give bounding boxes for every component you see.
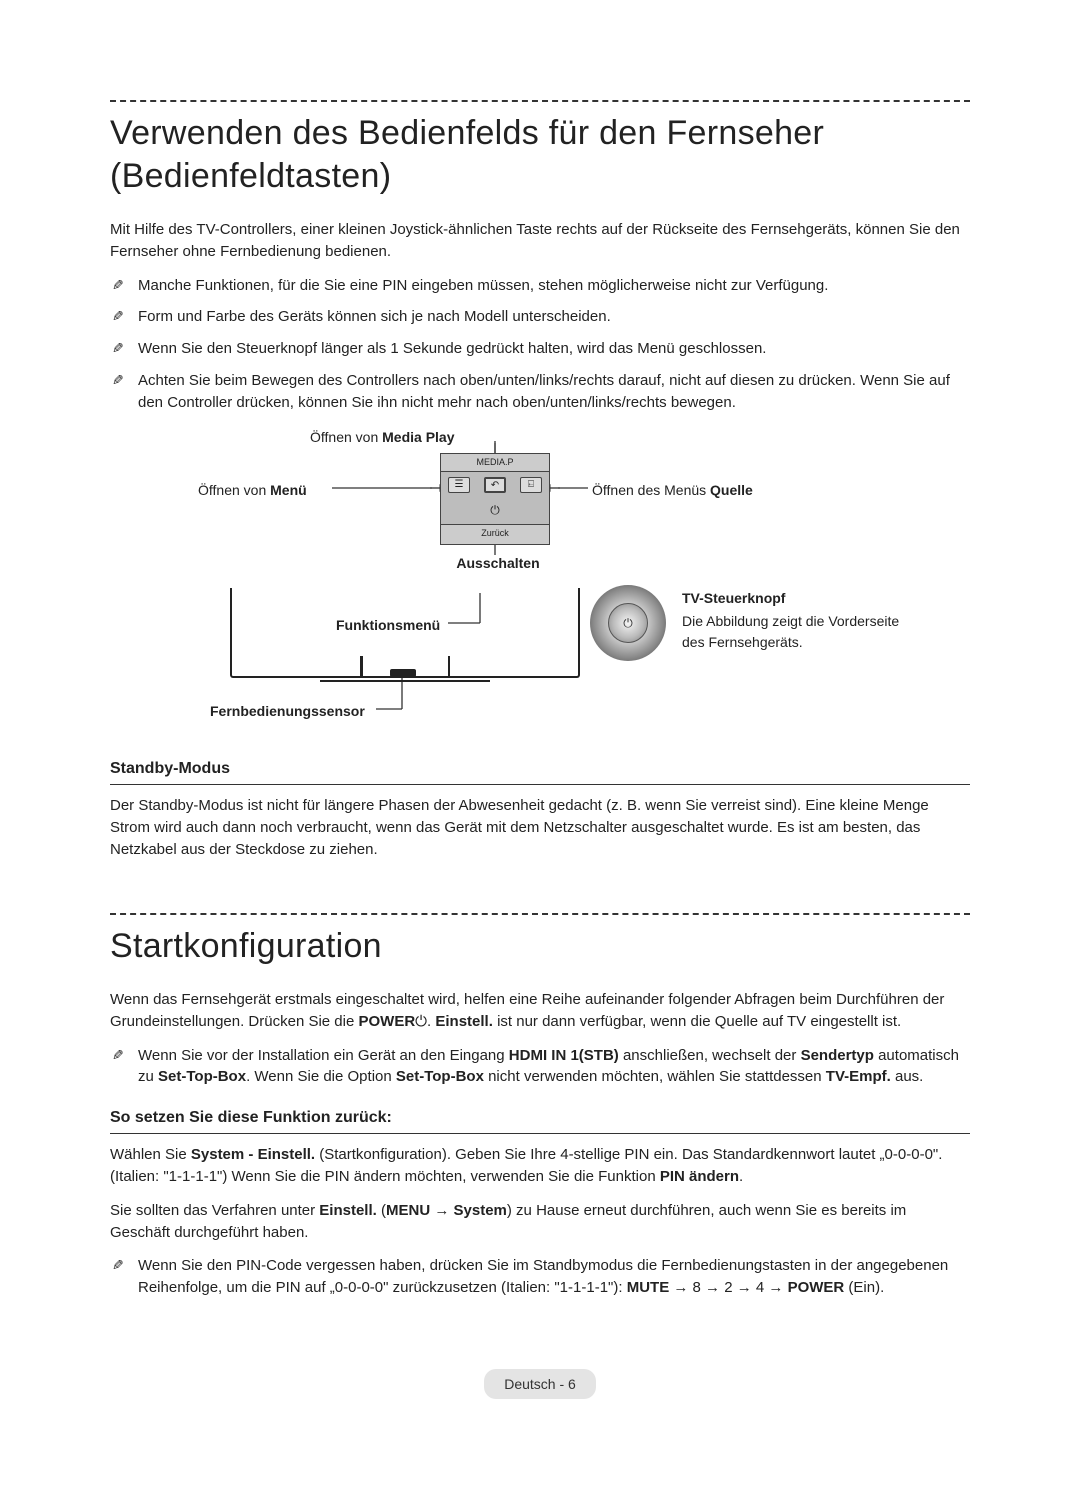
text: anschließen, wechselt der (619, 1047, 801, 1064)
stb-label: Set-Top-Box (396, 1068, 484, 1085)
system-einstell-label: System - Einstell. (191, 1146, 315, 1163)
power-icon: ⏻ (623, 615, 633, 632)
text: Sie sollten das Verfahren unter (110, 1202, 319, 1219)
text: ( (377, 1202, 386, 1219)
system-label: System (454, 1202, 507, 1219)
tv-control-knob: ⏻ (590, 585, 666, 661)
text: . (739, 1168, 743, 1185)
label-text: Öffnen des Menüs (592, 482, 710, 498)
tv-menu-box: MEDIA.P ☰ ↶ ⍇ ⏻ Zurück (440, 453, 550, 544)
remote-sensor-graphic (390, 669, 416, 677)
label-function-menu: Funktionsmenü (336, 615, 440, 635)
note-item: Wenn Sie den PIN-Code vergessen haben, d… (110, 1255, 970, 1299)
tv-stand (320, 678, 490, 682)
standby-heading: Standby-Modus (110, 757, 970, 785)
label-open-source: Öffnen des Menüs Quelle (592, 480, 753, 500)
label-bold: Funktionsmenü (336, 617, 440, 633)
power-icon: ⏻ (441, 498, 549, 523)
menu-icon: ☰ (448, 477, 470, 493)
menubox-top: MEDIA.P (441, 454, 549, 472)
label-bold: Ausschalten (456, 555, 539, 571)
label-text: Öffnen von (310, 429, 382, 445)
label-bold: Fernbedienungssensor (210, 703, 365, 719)
controller-diagram: Öffnen von Media Play Öffnen von Menü ME… (110, 433, 970, 733)
label-remote-sensor: Fernbedienungssensor (210, 701, 365, 721)
label-knob-caption: Die Abbildung zeigt die Vorderseite des … (682, 611, 922, 652)
label-bold: TV-Steuerknopf (682, 590, 785, 606)
menubox-icons: ☰ ↶ ⍇ (441, 472, 549, 498)
text: ist nur dann verfügbar, wenn die Quelle … (493, 1013, 901, 1030)
reset-p1: Wählen Sie System - Einstell. (Startkonf… (110, 1144, 970, 1188)
label-media-play: Öffnen von Media Play (310, 427, 455, 447)
power-label: POWER (358, 1013, 415, 1030)
label-bold: Quelle (710, 482, 753, 498)
label-bold: Media Play (382, 429, 454, 445)
label-knob-title: TV-Steuerknopf (682, 588, 785, 608)
reset-p2: Sie sollten das Verfahren unter Einstell… (110, 1200, 970, 1244)
section1-notes: Manche Funktionen, für die Sie eine PIN … (110, 275, 970, 414)
arrow: → (430, 1202, 453, 1219)
note-item: Wenn Sie vor der Installation ein Gerät … (110, 1045, 970, 1089)
section2-intro: Wenn das Fernsehgerät erstmals eingescha… (110, 989, 970, 1033)
text: Wählen Sie (110, 1146, 191, 1163)
section1-title: Verwenden des Bedienfelds für den Fernse… (110, 112, 970, 197)
return-icon: ↶ (484, 477, 506, 493)
section2-note1-list: Wenn Sie vor der Installation ein Gerät … (110, 1045, 970, 1089)
reset-heading: So setzen Sie diese Funktion zurück: (110, 1106, 970, 1134)
source-icon: ⍇ (520, 477, 542, 493)
label-bold: Menü (270, 482, 307, 498)
tvempf-label: TV-Empf. (826, 1068, 891, 1085)
note-item: Wenn Sie den Steuerknopf länger als 1 Se… (110, 338, 970, 360)
sequence: → 8 → 2 → 4 → (669, 1279, 787, 1296)
menu-label: MENU (386, 1202, 430, 1219)
sendertyp-label: Sendertyp (801, 1047, 874, 1064)
note-item: Manche Funktionen, für die Sie eine PIN … (110, 275, 970, 297)
stb-label: Set-Top-Box (158, 1068, 246, 1085)
text: . Wenn Sie die Option (246, 1068, 396, 1085)
label-power-off: Ausschalten (428, 553, 568, 573)
divider-mid (110, 913, 970, 915)
einstell-label: Einstell. (319, 1202, 377, 1219)
text: aus. (891, 1068, 924, 1085)
label-open-menu: Öffnen von Menü (198, 480, 307, 500)
label-text: Öffnen von (198, 482, 270, 498)
section1-intro: Mit Hilfe des TV-Controllers, einer klei… (110, 219, 970, 263)
menubox-back: Zurück (441, 524, 549, 544)
power-icon: ⏻ (415, 1013, 427, 1030)
divider-top (110, 100, 970, 102)
text: nicht verwenden möchten, wählen Sie stat… (484, 1068, 826, 1085)
mute-label: MUTE (627, 1279, 670, 1296)
page-footer: Deutsch - 6 (110, 1369, 970, 1399)
einstell-label: Einstell. (435, 1013, 493, 1030)
page-number: Deutsch - 6 (484, 1369, 596, 1399)
section2-title: Startkonfiguration (110, 925, 970, 968)
note-item: Achten Sie beim Bewegen des Controllers … (110, 370, 970, 414)
text: Wenn Sie vor der Installation ein Gerät … (138, 1047, 509, 1064)
note-item: Form und Farbe des Geräts können sich je… (110, 306, 970, 328)
pin-aendern-label: PIN ändern (660, 1168, 739, 1185)
standby-body: Der Standby-Modus ist nicht für längere … (110, 795, 970, 860)
text: (Ein). (844, 1279, 884, 1296)
hdmi-label: HDMI IN 1(STB) (509, 1047, 619, 1064)
power-label: POWER (788, 1279, 845, 1296)
section2-note2-list: Wenn Sie den PIN-Code vergessen haben, d… (110, 1255, 970, 1299)
